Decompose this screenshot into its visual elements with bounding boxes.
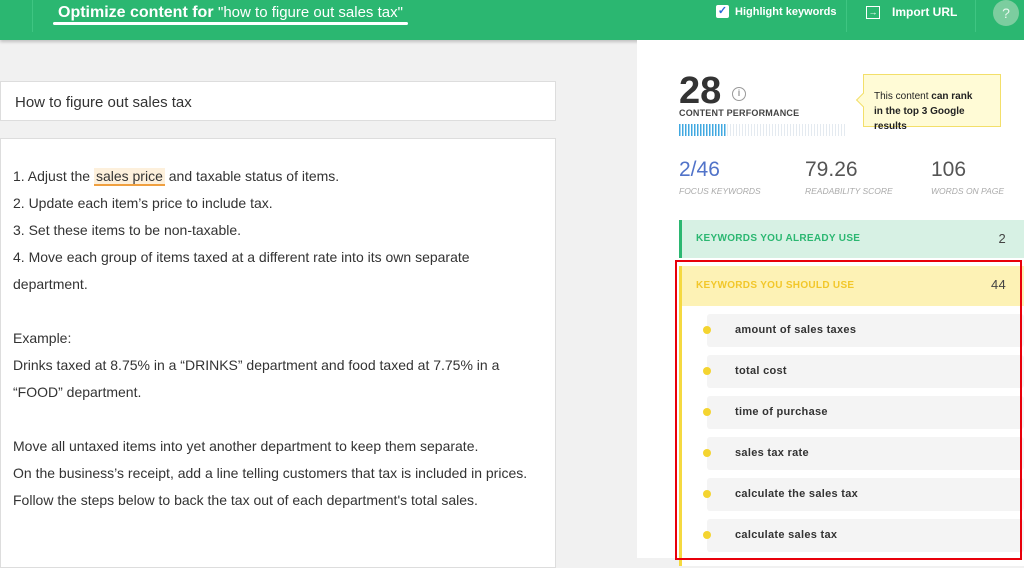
text: Follow the steps below to back the tax o… [13, 492, 478, 508]
stat-focus-keywords: 2/46 FOCUS KEYWORDS [679, 158, 761, 196]
text: Example: [13, 330, 72, 346]
editor-paragraph: On the business’s receipt, add a line te… [13, 460, 543, 487]
stat-words: 106 WORDS ON PAGE [931, 158, 1005, 196]
editor-paragraph: 2. Update each item’s price to include t… [13, 190, 543, 217]
performance-bar [679, 124, 846, 136]
dot-icon [703, 367, 711, 375]
text: On the business’s receipt, add a line te… [13, 465, 528, 481]
keyword-input[interactable]: How to figure out sales tax [0, 81, 556, 121]
score-label: CONTENT PERFORMANCE [679, 108, 800, 118]
dot-icon [703, 490, 711, 498]
highlight-box [675, 260, 1022, 560]
dot-icon [703, 408, 711, 416]
editor-paragraph: 4. Move each group of items taxed at a d… [13, 244, 543, 298]
score-value: 28 [679, 70, 722, 112]
editor-paragraph [13, 406, 543, 433]
keyword-label: amount of sales taxes [735, 324, 857, 336]
checkbox-checked-icon[interactable]: ✓ [716, 5, 729, 18]
editor-paragraph [13, 298, 543, 325]
keyword-label: calculate sales tax [735, 529, 838, 541]
dot-icon [703, 531, 711, 539]
rank-tooltip: This content can rank in the top 3 Google… [863, 74, 1001, 132]
stat-readability: 79.26 READABILITY SCORE [805, 158, 893, 196]
divider [975, 0, 976, 32]
keyword-item[interactable]: calculate sales tax [703, 519, 1024, 552]
text: 4. Move each group of items taxed at a d… [13, 249, 470, 292]
editor-paragraph: Move all untaxed items into yet another … [13, 433, 543, 460]
text: 1. Adjust the [13, 168, 94, 184]
content-editor[interactable]: 1. Adjust the sales price and taxable st… [0, 138, 556, 568]
text: 2. Update each item’s price to include t… [13, 195, 273, 211]
dot-icon [703, 449, 711, 457]
text: Move all untaxed items into yet another … [13, 438, 479, 454]
editor-paragraph: Drinks taxed at 8.75% in a “DRINKS” depa… [13, 352, 543, 406]
text: Drinks taxed at 8.75% in a “DRINKS” depa… [13, 357, 500, 400]
top-bar: Optimize content for "how to figure out … [0, 0, 1024, 40]
info-icon[interactable]: i [732, 87, 746, 101]
keyword-label: sales tax rate [735, 447, 809, 459]
import-icon: → [866, 5, 880, 19]
keyword-item[interactable]: sales tax rate [703, 437, 1024, 470]
keyword-label: calculate the sales tax [735, 488, 859, 500]
keyword-item[interactable]: time of purchase [703, 396, 1024, 429]
keyword-item[interactable]: calculate the sales tax [703, 478, 1024, 511]
performance-panel: 28 i CONTENT PERFORMANCE This content ca… [637, 40, 1024, 566]
import-url-button[interactable]: → Import URL [866, 5, 957, 19]
highlight-keywords-toggle[interactable]: ✓ Highlight keywords [716, 5, 837, 18]
editor-paragraph: 3. Set these items to be non-taxable. [13, 217, 543, 244]
keyword-item[interactable]: total cost [703, 355, 1024, 388]
performance-bar-fill [679, 124, 726, 136]
title-underline [53, 22, 408, 25]
divider [846, 0, 847, 32]
keyword-label: time of purchase [735, 406, 828, 418]
dot-icon [703, 326, 711, 334]
highlighted-keyword: sales price [93, 168, 165, 186]
editor-paragraph: 1. Adjust the sales price and taxable st… [13, 163, 543, 190]
keyword-label: total cost [735, 365, 787, 377]
editor-paragraph: Example: [13, 325, 543, 352]
editor-paragraph: Follow the steps below to back the tax o… [13, 487, 543, 514]
keyword-item[interactable]: amount of sales taxes [703, 314, 1024, 347]
keywords-should-use-header[interactable]: KEYWORDS YOU SHOULD USE 44 [682, 266, 1024, 306]
help-button[interactable]: ? [993, 0, 1019, 26]
keywords-already-use-section[interactable]: KEYWORDS YOU ALREADY USE 2 [679, 220, 1024, 258]
keywords-should-use-section: KEYWORDS YOU SHOULD USE 44 amount of sale… [679, 266, 1024, 566]
divider [32, 0, 33, 32]
text: and taxable status of items. [164, 168, 340, 184]
page-title: Optimize content for "how to figure out … [58, 4, 403, 21]
text: 3. Set these items to be non-taxable. [13, 222, 242, 238]
